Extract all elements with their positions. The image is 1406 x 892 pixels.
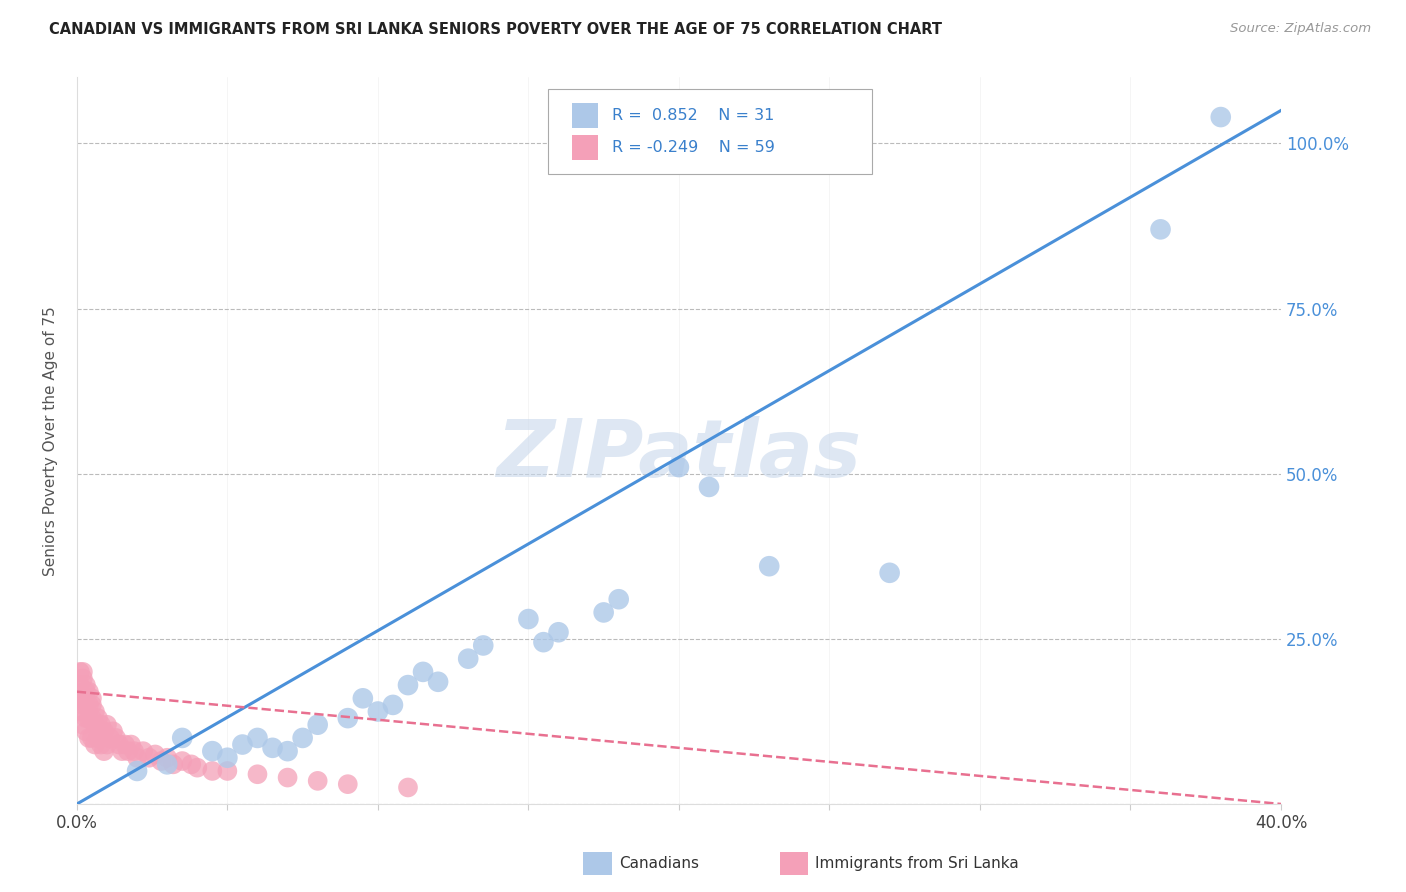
Point — [72, 717, 94, 731]
Point — [80, 698, 103, 712]
Point — [352, 691, 374, 706]
Point — [607, 592, 630, 607]
Point — [758, 559, 780, 574]
Text: Immigrants from Sri Lanka: Immigrants from Sri Lanka — [815, 856, 1019, 871]
Point — [114, 738, 136, 752]
Point — [381, 698, 404, 712]
Point — [75, 684, 97, 698]
Point — [96, 717, 118, 731]
Point — [180, 757, 202, 772]
Point — [517, 612, 540, 626]
Point — [457, 651, 479, 665]
Point — [96, 738, 118, 752]
Point — [80, 731, 103, 745]
Point — [156, 750, 179, 764]
Point — [93, 724, 115, 739]
Point — [69, 705, 91, 719]
Point — [396, 780, 419, 795]
Point — [69, 678, 91, 692]
Point — [547, 625, 569, 640]
Point — [98, 731, 121, 745]
Point — [90, 738, 112, 752]
Point — [336, 711, 359, 725]
Text: ZIPatlas: ZIPatlas — [496, 417, 862, 494]
Point — [533, 635, 555, 649]
Point — [367, 705, 389, 719]
Point — [75, 678, 97, 692]
Point — [336, 777, 359, 791]
Point — [105, 731, 128, 745]
Point — [77, 684, 100, 698]
Point — [291, 731, 314, 745]
Point — [125, 764, 148, 778]
Point — [1209, 110, 1232, 124]
Point — [101, 724, 124, 739]
Point — [84, 717, 107, 731]
Point — [69, 691, 91, 706]
Text: R = -0.249    N = 59: R = -0.249 N = 59 — [612, 140, 775, 154]
Point — [262, 740, 284, 755]
Point — [217, 750, 239, 764]
Point — [277, 744, 299, 758]
Point — [120, 738, 142, 752]
Point — [156, 757, 179, 772]
Point — [231, 738, 253, 752]
Point — [201, 764, 224, 778]
Point — [172, 754, 194, 768]
Point — [668, 460, 690, 475]
Point — [412, 665, 434, 679]
Point — [472, 639, 495, 653]
Point — [87, 711, 110, 725]
Point — [77, 698, 100, 712]
Point — [396, 678, 419, 692]
Point — [143, 747, 166, 762]
Point — [90, 717, 112, 731]
Point — [697, 480, 720, 494]
Point — [186, 761, 208, 775]
Point — [172, 731, 194, 745]
Point — [84, 705, 107, 719]
Point — [75, 711, 97, 725]
Point — [277, 771, 299, 785]
Point — [80, 711, 103, 725]
Point — [246, 767, 269, 781]
Point — [117, 744, 139, 758]
Point — [150, 754, 173, 768]
Point — [75, 698, 97, 712]
Point — [111, 744, 134, 758]
Text: Canadians: Canadians — [619, 856, 699, 871]
Point — [108, 738, 131, 752]
Point — [122, 744, 145, 758]
Point — [132, 744, 155, 758]
Point — [246, 731, 269, 745]
Point — [307, 773, 329, 788]
Point — [592, 606, 614, 620]
Point — [69, 665, 91, 679]
Point — [217, 764, 239, 778]
Y-axis label: Seniors Poverty Over the Age of 75: Seniors Poverty Over the Age of 75 — [44, 306, 58, 575]
Point — [72, 698, 94, 712]
Point — [80, 691, 103, 706]
Point — [93, 744, 115, 758]
Point — [427, 674, 450, 689]
Point — [72, 672, 94, 686]
Point — [87, 731, 110, 745]
Point — [879, 566, 901, 580]
Point — [162, 757, 184, 772]
Text: CANADIAN VS IMMIGRANTS FROM SRI LANKA SENIORS POVERTY OVER THE AGE OF 75 CORRELA: CANADIAN VS IMMIGRANTS FROM SRI LANKA SE… — [49, 22, 942, 37]
Point — [138, 750, 160, 764]
Point — [84, 738, 107, 752]
Point — [77, 731, 100, 745]
Point — [75, 724, 97, 739]
Point — [77, 711, 100, 725]
Point — [72, 665, 94, 679]
Point — [1149, 222, 1171, 236]
Point — [72, 691, 94, 706]
Point — [125, 750, 148, 764]
Point — [307, 717, 329, 731]
Point — [201, 744, 224, 758]
Text: R =  0.852    N = 31: R = 0.852 N = 31 — [612, 109, 773, 123]
Text: Source: ZipAtlas.com: Source: ZipAtlas.com — [1230, 22, 1371, 36]
